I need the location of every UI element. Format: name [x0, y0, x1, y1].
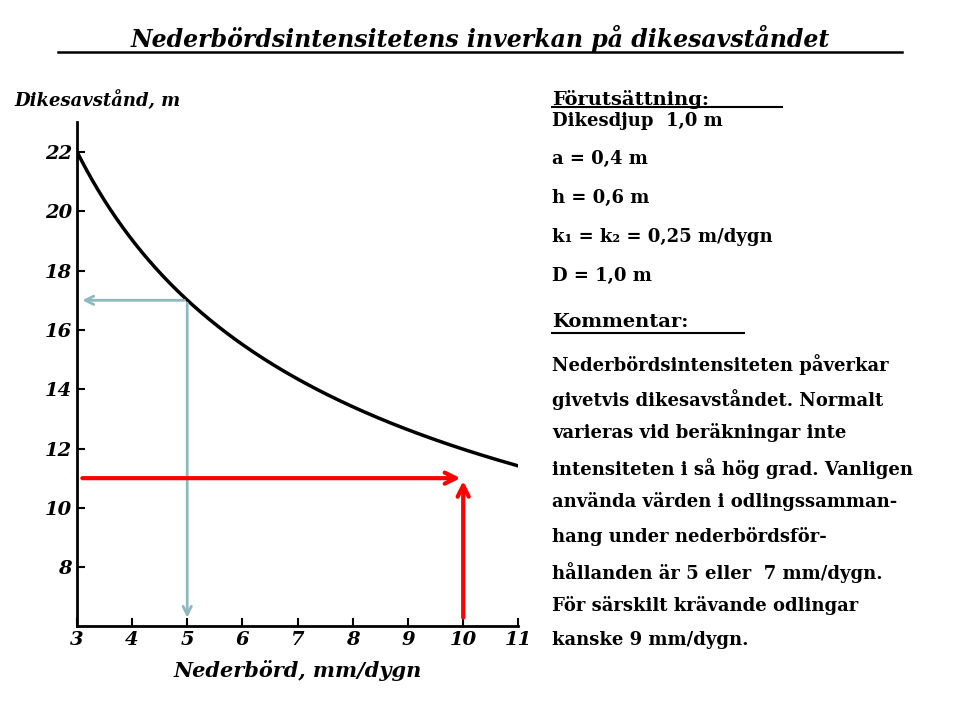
Text: D = 1,0 m: D = 1,0 m — [552, 267, 652, 285]
Text: använda värden i odlingssamman-: använda värden i odlingssamman- — [552, 492, 898, 511]
Text: Kommentar:: Kommentar: — [552, 313, 688, 331]
Text: givetvis dikesavståndet. Normalt: givetvis dikesavståndet. Normalt — [552, 389, 883, 410]
Text: Dikesdjup  1,0 m: Dikesdjup 1,0 m — [552, 112, 723, 130]
Text: hang under nederbördsför-: hang under nederbördsför- — [552, 527, 827, 546]
X-axis label: Nederbörd, mm/dygn: Nederbörd, mm/dygn — [174, 660, 421, 681]
Text: För särskilt krävande odlingar: För särskilt krävande odlingar — [552, 596, 858, 615]
Text: Dikesavstånd, m: Dikesavstånd, m — [14, 90, 180, 110]
Text: Förutsättning:: Förutsättning: — [552, 90, 709, 109]
Text: kanske 9 mm/dygn.: kanske 9 mm/dygn. — [552, 631, 749, 649]
Text: a = 0,4 m: a = 0,4 m — [552, 150, 648, 168]
Text: intensiteten i så hög grad. Vanligen: intensiteten i så hög grad. Vanligen — [552, 458, 913, 479]
Text: h = 0,6 m: h = 0,6 m — [552, 189, 649, 207]
Text: k₁ = k₂ = 0,25 m/dygn: k₁ = k₂ = 0,25 m/dygn — [552, 228, 773, 246]
Text: varieras vid beräkningar inte: varieras vid beräkningar inte — [552, 423, 847, 442]
Text: hållanden är 5 eller  7 mm/dygn.: hållanden är 5 eller 7 mm/dygn. — [552, 562, 882, 582]
Text: Nederbördsintensiteten påverkar: Nederbördsintensiteten påverkar — [552, 354, 889, 375]
Text: Nederbördsintensitetens inverkan på dikesavståndet: Nederbördsintensitetens inverkan på dike… — [131, 25, 829, 53]
